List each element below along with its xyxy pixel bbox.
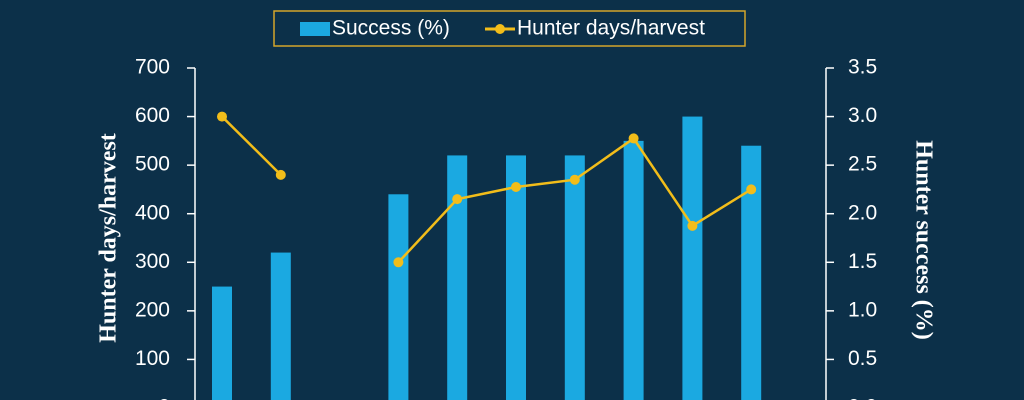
- bar: [388, 194, 409, 400]
- legend-swatch: [300, 22, 330, 36]
- y-tick-label: 0: [158, 396, 170, 400]
- legend-box: [273, 10, 746, 47]
- y2-tick-label: 0.5: [848, 347, 877, 370]
- line-marker: [687, 220, 698, 231]
- y-tick-label: 200: [135, 298, 170, 321]
- bar: [682, 116, 703, 400]
- y-tick-label: 600: [135, 104, 170, 127]
- y-tick-label: 500: [135, 153, 170, 176]
- y-tick-label: 300: [135, 250, 170, 273]
- y-tick-label: 100: [135, 347, 170, 370]
- bar: [564, 155, 585, 400]
- y-tick-label: 400: [135, 201, 170, 224]
- line-marker: [746, 184, 757, 195]
- bar: [270, 252, 291, 400]
- legend-label: Success (%): [332, 17, 450, 40]
- line-marker: [217, 111, 227, 122]
- line-marker: [452, 194, 463, 205]
- y2-tick-label: 1.0: [848, 298, 877, 321]
- bar: [506, 155, 526, 400]
- line-marker: [393, 257, 404, 268]
- line-marker: [628, 133, 639, 144]
- line-marker: [511, 182, 521, 192]
- bar: [212, 286, 232, 400]
- y2-tick-label: 0.0: [848, 396, 877, 400]
- y2-tick-label: 1.5: [848, 250, 877, 273]
- y-axis-title: Hunter days/harvest: [96, 133, 122, 343]
- line-marker: [569, 174, 580, 185]
- line-marker: [275, 169, 286, 180]
- y2-axis-title: Hunter success (%): [910, 140, 936, 340]
- y2-tick-label: 3.5: [848, 56, 877, 79]
- y-tick-label: 700: [135, 56, 170, 79]
- y2-tick-label: 2.0: [848, 201, 877, 224]
- bar: [447, 155, 468, 400]
- legend-swatch-marker: [495, 24, 505, 34]
- bar: [623, 140, 644, 400]
- y2-tick-label: 2.5: [848, 153, 877, 176]
- y2-tick-label: 3.0: [848, 104, 877, 127]
- legend-label: Hunter days/harvest: [517, 17, 705, 40]
- bar: [741, 145, 762, 400]
